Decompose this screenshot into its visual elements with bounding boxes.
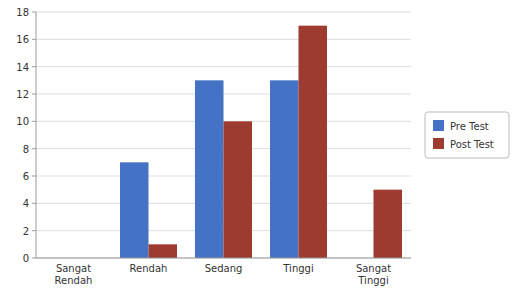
y-tick-label: 12 <box>16 89 29 100</box>
x-tick-label: Sedang <box>205 263 243 274</box>
y-tick-label: 8 <box>23 144 29 155</box>
bar <box>374 190 403 258</box>
y-tick-label: 18 <box>16 7 29 18</box>
bar <box>195 80 224 258</box>
x-axis: SangatRendah Rendah Sedang Tinggi SangatTing… <box>55 263 392 286</box>
y-tick <box>32 203 36 204</box>
legend: Pre Test Post Test <box>425 112 509 158</box>
legend-label: Post Test <box>450 139 494 150</box>
legend-swatch <box>433 120 444 131</box>
y-tick-label: 0 <box>23 253 29 264</box>
y-tick <box>32 12 36 13</box>
y-tick <box>32 230 36 231</box>
x-tick-label: SangatTinggi <box>356 263 391 286</box>
y-tick-label: 2 <box>23 226 29 237</box>
bar <box>270 80 299 258</box>
y-tick <box>32 66 36 67</box>
y-tick <box>32 176 36 177</box>
grid-line <box>36 258 411 259</box>
bar <box>149 244 178 258</box>
grid-line <box>36 12 411 13</box>
y-tick-label: 14 <box>16 62 29 73</box>
y-tick-label: 10 <box>16 116 29 127</box>
y-axis-line <box>36 12 37 258</box>
y-tick-label: 4 <box>23 198 29 209</box>
bar <box>299 26 328 258</box>
x-tick-label: SangatRendah <box>55 263 93 286</box>
x-tick-label: Tinggi <box>282 263 313 274</box>
y-tick <box>32 39 36 40</box>
x-axis-line <box>36 258 411 259</box>
grid-line <box>36 66 411 67</box>
chart: 0 2 4 6 8 10 12 14 16 18 SangatRendah Rendah Sedang T… <box>0 0 513 294</box>
y-tick-label: 16 <box>16 34 29 45</box>
y-tick <box>32 121 36 122</box>
bars <box>120 26 402 258</box>
bar <box>120 162 149 258</box>
x-tick-label: Rendah <box>130 263 168 274</box>
y-axis: 0 2 4 6 8 10 12 14 16 18 <box>16 7 411 264</box>
legend-swatch <box>433 138 444 149</box>
bar <box>224 121 253 258</box>
y-tick <box>32 148 36 149</box>
y-tick <box>32 258 36 259</box>
y-tick-label: 6 <box>23 171 29 182</box>
legend-label: Pre Test <box>450 121 489 132</box>
y-tick <box>32 94 36 95</box>
grid-line <box>36 39 411 40</box>
legend-box <box>425 112 509 158</box>
